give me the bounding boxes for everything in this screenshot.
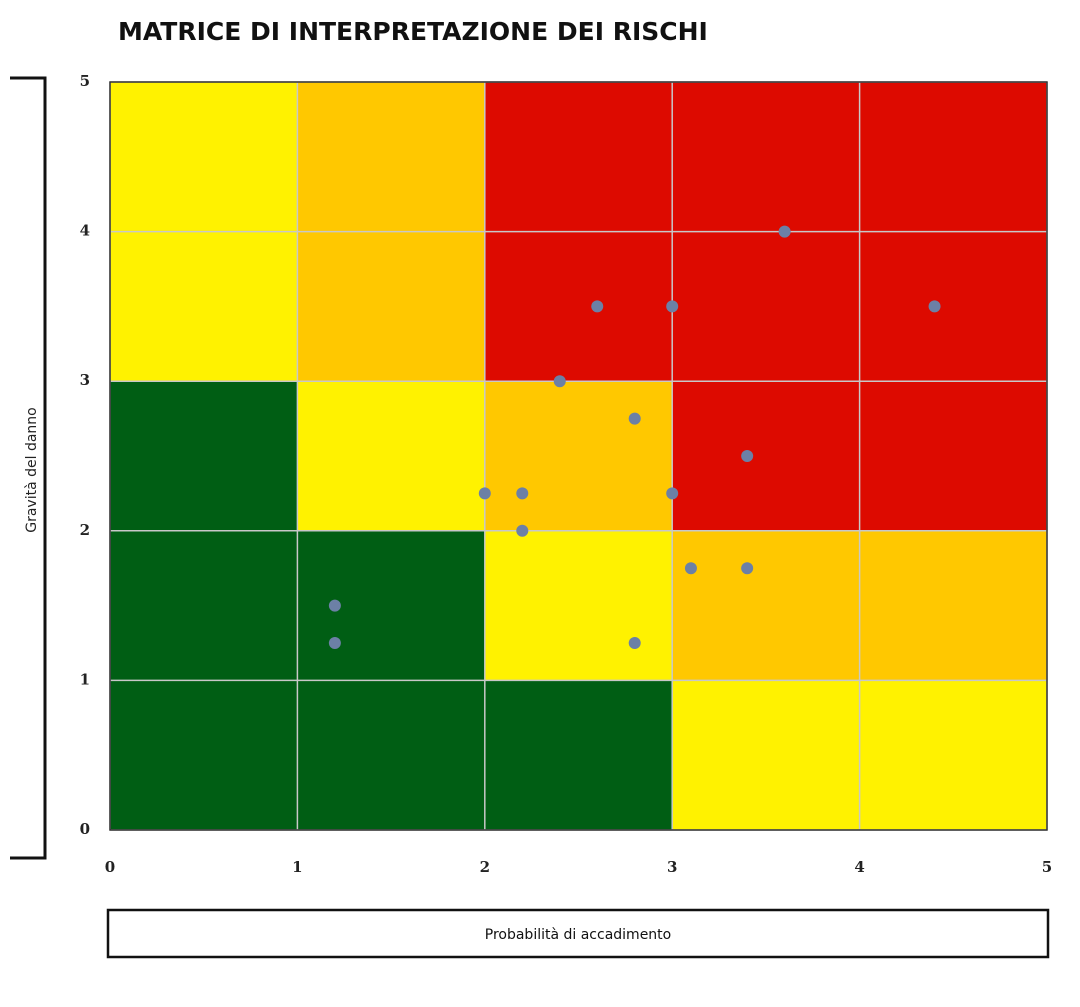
risk-zone — [297, 381, 485, 531]
y-tick-label: 3 — [80, 371, 90, 389]
x-tick-label: 3 — [667, 858, 677, 876]
risk-zone — [859, 82, 1047, 232]
risk-zone — [859, 381, 1047, 531]
risk-zone — [859, 680, 1047, 830]
risk-point — [328, 599, 341, 612]
y-axis-label: Gravità del danno — [24, 407, 40, 533]
plot-border — [109, 81, 1048, 831]
risk-zone — [297, 680, 485, 830]
x-label-box — [106, 908, 1050, 959]
risk-point — [741, 450, 754, 462]
y-tick-label: 5 — [80, 72, 90, 90]
risk-zone — [672, 530, 860, 681]
x-tick-label: 0 — [105, 858, 115, 876]
risk-zone — [110, 82, 298, 232]
risk-point — [666, 300, 679, 313]
y-tick-label: 0 — [80, 820, 90, 838]
y-tick-label: 4 — [80, 222, 90, 240]
x-tick-label: 2 — [480, 858, 490, 876]
risk-point — [741, 562, 754, 575]
risk-zone — [110, 680, 298, 830]
risk-point — [328, 637, 341, 649]
risk-point — [778, 225, 791, 238]
risk-zone — [859, 231, 1047, 382]
risk-zone — [672, 82, 860, 232]
risk-point — [478, 487, 491, 500]
risk-zone — [110, 381, 298, 531]
risk-zone — [297, 231, 485, 382]
risk-point — [516, 487, 529, 500]
risk-zone — [110, 530, 298, 681]
risk-point — [666, 487, 679, 500]
y-label-bracket — [10, 76, 47, 860]
chart-title: MATRICE DI INTERPRETAZIONE DEI RISCHI — [118, 17, 708, 46]
y-tick-label: 2 — [80, 521, 90, 539]
risk-zone — [297, 82, 485, 232]
risk-zone — [672, 381, 860, 531]
risk-zone — [672, 231, 860, 382]
y-tick-label: 1 — [80, 670, 90, 688]
risk-zone — [859, 530, 1047, 681]
risk-zone — [672, 680, 860, 830]
risk-zone — [484, 680, 673, 830]
x-tick-label: 5 — [1042, 858, 1052, 876]
risk-zone — [484, 530, 673, 681]
risk-point — [628, 637, 641, 649]
x-tick-label: 1 — [292, 858, 302, 876]
risk-point — [684, 562, 697, 575]
risk-point — [553, 375, 566, 388]
risk-zone — [484, 231, 673, 382]
x-tick-label: 4 — [854, 858, 864, 876]
risk-point — [928, 300, 941, 313]
risk-point — [516, 524, 529, 537]
risk-zone — [484, 82, 673, 232]
risk-point — [591, 300, 604, 313]
risk-zone — [110, 231, 298, 382]
risk-zone — [484, 381, 673, 531]
risk-zone — [297, 530, 485, 681]
x-axis-label: Probabilità di accadimento — [485, 927, 671, 943]
risk-point — [628, 412, 641, 425]
